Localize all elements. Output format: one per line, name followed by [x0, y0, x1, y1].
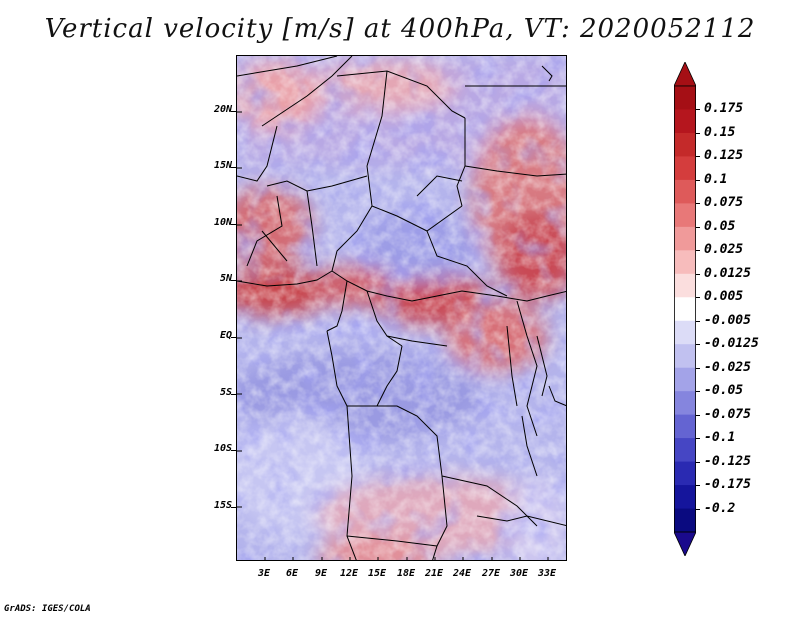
footer-credit: GrADS: IGES/COLA: [4, 604, 91, 614]
colorbar-label: 0.075: [704, 195, 744, 211]
lon-label-24e: 24E: [452, 568, 472, 579]
colorbar-tick: [696, 320, 700, 322]
colorbar-segment: [674, 391, 696, 416]
lat-tick: [231, 337, 236, 338]
lon-label-3e: 3E: [257, 568, 271, 579]
colorbar-label: -0.2: [704, 500, 736, 516]
colorbar-label: 0.175: [704, 101, 744, 117]
colorbar-label: 0.1: [704, 171, 728, 187]
colorbar-label: 0.15: [704, 124, 736, 140]
colorbar-label: -0.05: [704, 383, 744, 399]
colorbar-tick: [696, 485, 700, 487]
colorbar-segment: [674, 485, 696, 509]
colorbar-tick: [696, 203, 700, 205]
colorbar-segment: [674, 179, 696, 204]
colorbar-label: -0.1: [704, 430, 736, 446]
colorbar-frame: [674, 85, 697, 533]
colorbar-segment: [674, 86, 696, 110]
colorbar-tick: [696, 344, 700, 346]
lat-tick: [231, 167, 236, 168]
lon-label-33e: 33E: [537, 568, 557, 579]
lat-label-5s: 5S: [219, 387, 232, 398]
colorbar-label: -0.075: [704, 406, 751, 422]
colorbar-segment: [674, 109, 696, 134]
colorbar-tick: [696, 273, 700, 275]
lat-label-20n: 20N: [213, 104, 232, 115]
colorbar-svg: [673, 61, 697, 557]
colorbar-label: -0.0125: [704, 336, 759, 352]
colorbar-segment: [674, 226, 696, 251]
colorbar-tick: [696, 414, 700, 416]
colorbar-label: 0.125: [704, 148, 744, 164]
colorbar-segment: [674, 273, 696, 298]
vertical-velocity-map: [236, 55, 567, 561]
colorbar-label: 0.025: [704, 242, 744, 258]
lat-tick: [231, 111, 236, 112]
inner-ticks: [237, 111, 549, 560]
lon-label-9e: 9E: [314, 568, 328, 579]
lat-label-10n: 10N: [213, 217, 232, 228]
colorbar-segment: [674, 297, 696, 322]
lon-label-27e: 27E: [481, 568, 501, 579]
lon-label-30e: 30E: [509, 568, 529, 579]
colorbar-segment: [674, 203, 696, 228]
lat-label-5n: 5N: [219, 273, 232, 284]
colorbar-segment: [674, 132, 696, 157]
lat-label-15s: 15S: [213, 500, 232, 511]
colorbar-tick: [696, 109, 700, 111]
country-borders: [237, 56, 566, 560]
lon-label-18e: 18E: [396, 568, 416, 579]
lat-tick: [231, 224, 236, 225]
colorbar-tick: [696, 508, 700, 510]
lon-label-15e: 15E: [367, 568, 387, 579]
colorbar-tick: [696, 438, 700, 440]
colorbar-tick: [696, 250, 700, 252]
lat-tick: [231, 507, 236, 508]
colorbar-segment: [674, 461, 696, 486]
colorbar-label: 0.05: [704, 218, 736, 234]
colorbar-tick: [696, 391, 700, 393]
field-texture-white: [237, 56, 566, 560]
lat-label-10s: 10S: [213, 443, 232, 454]
colorbar-top-triangle: [673, 61, 697, 87]
colorbar-label: -0.125: [704, 453, 751, 469]
lat-tick: [231, 394, 236, 395]
lat-tick: [231, 450, 236, 451]
colorbar-tick: [696, 156, 700, 158]
colorbar-tick: [696, 226, 700, 228]
colorbar-label: 0.005: [704, 289, 744, 305]
lat-label-eq: EQ: [219, 330, 232, 341]
map-title: Vertical velocity [m/s] at 400hPa, VT: 2…: [44, 14, 756, 44]
colorbar-label: -0.005: [704, 312, 751, 328]
colorbar-bottom-triangle: [673, 531, 697, 557]
lon-label-6e: 6E: [285, 568, 299, 579]
colorbar-segment: [674, 438, 696, 462]
colorbar-segment: [674, 250, 696, 275]
colorbar-tick: [696, 297, 700, 299]
colorbar-segment: [674, 156, 696, 181]
colorbar-tick: [696, 461, 700, 463]
lat-label-15n: 15N: [213, 160, 232, 171]
colorbar-tick: [696, 179, 700, 181]
colorbar-segment: [674, 320, 696, 345]
lon-label-21e: 21E: [424, 568, 444, 579]
lon-label-12e: 12E: [339, 568, 359, 579]
colorbar-segment: [674, 414, 696, 439]
map-canvas: [237, 56, 566, 560]
colorbar-tick: [696, 132, 700, 134]
colorbar-label: -0.025: [704, 359, 751, 375]
colorbar-tick: [696, 367, 700, 369]
colorbar-segment: [674, 367, 696, 392]
colorbar: [673, 61, 697, 557]
colorbar-label: 0.0125: [704, 265, 751, 281]
colorbar-label: -0.175: [704, 477, 751, 493]
lat-tick: [231, 280, 236, 281]
colorbar-segment: [674, 344, 696, 369]
colorbar-segment: [674, 508, 696, 533]
